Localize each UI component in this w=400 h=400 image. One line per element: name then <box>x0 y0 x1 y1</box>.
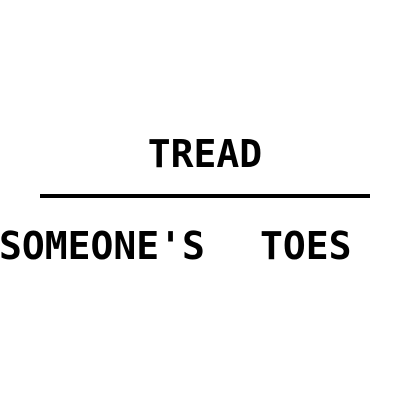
bottom-word-toes: TOES <box>260 224 352 268</box>
divider-line <box>40 194 370 198</box>
top-word: TREAD <box>147 132 263 176</box>
bottom-line: SOMEONE'S TOES <box>0 224 400 400</box>
bottom-word-someones: SOMEONE'S <box>0 224 205 268</box>
